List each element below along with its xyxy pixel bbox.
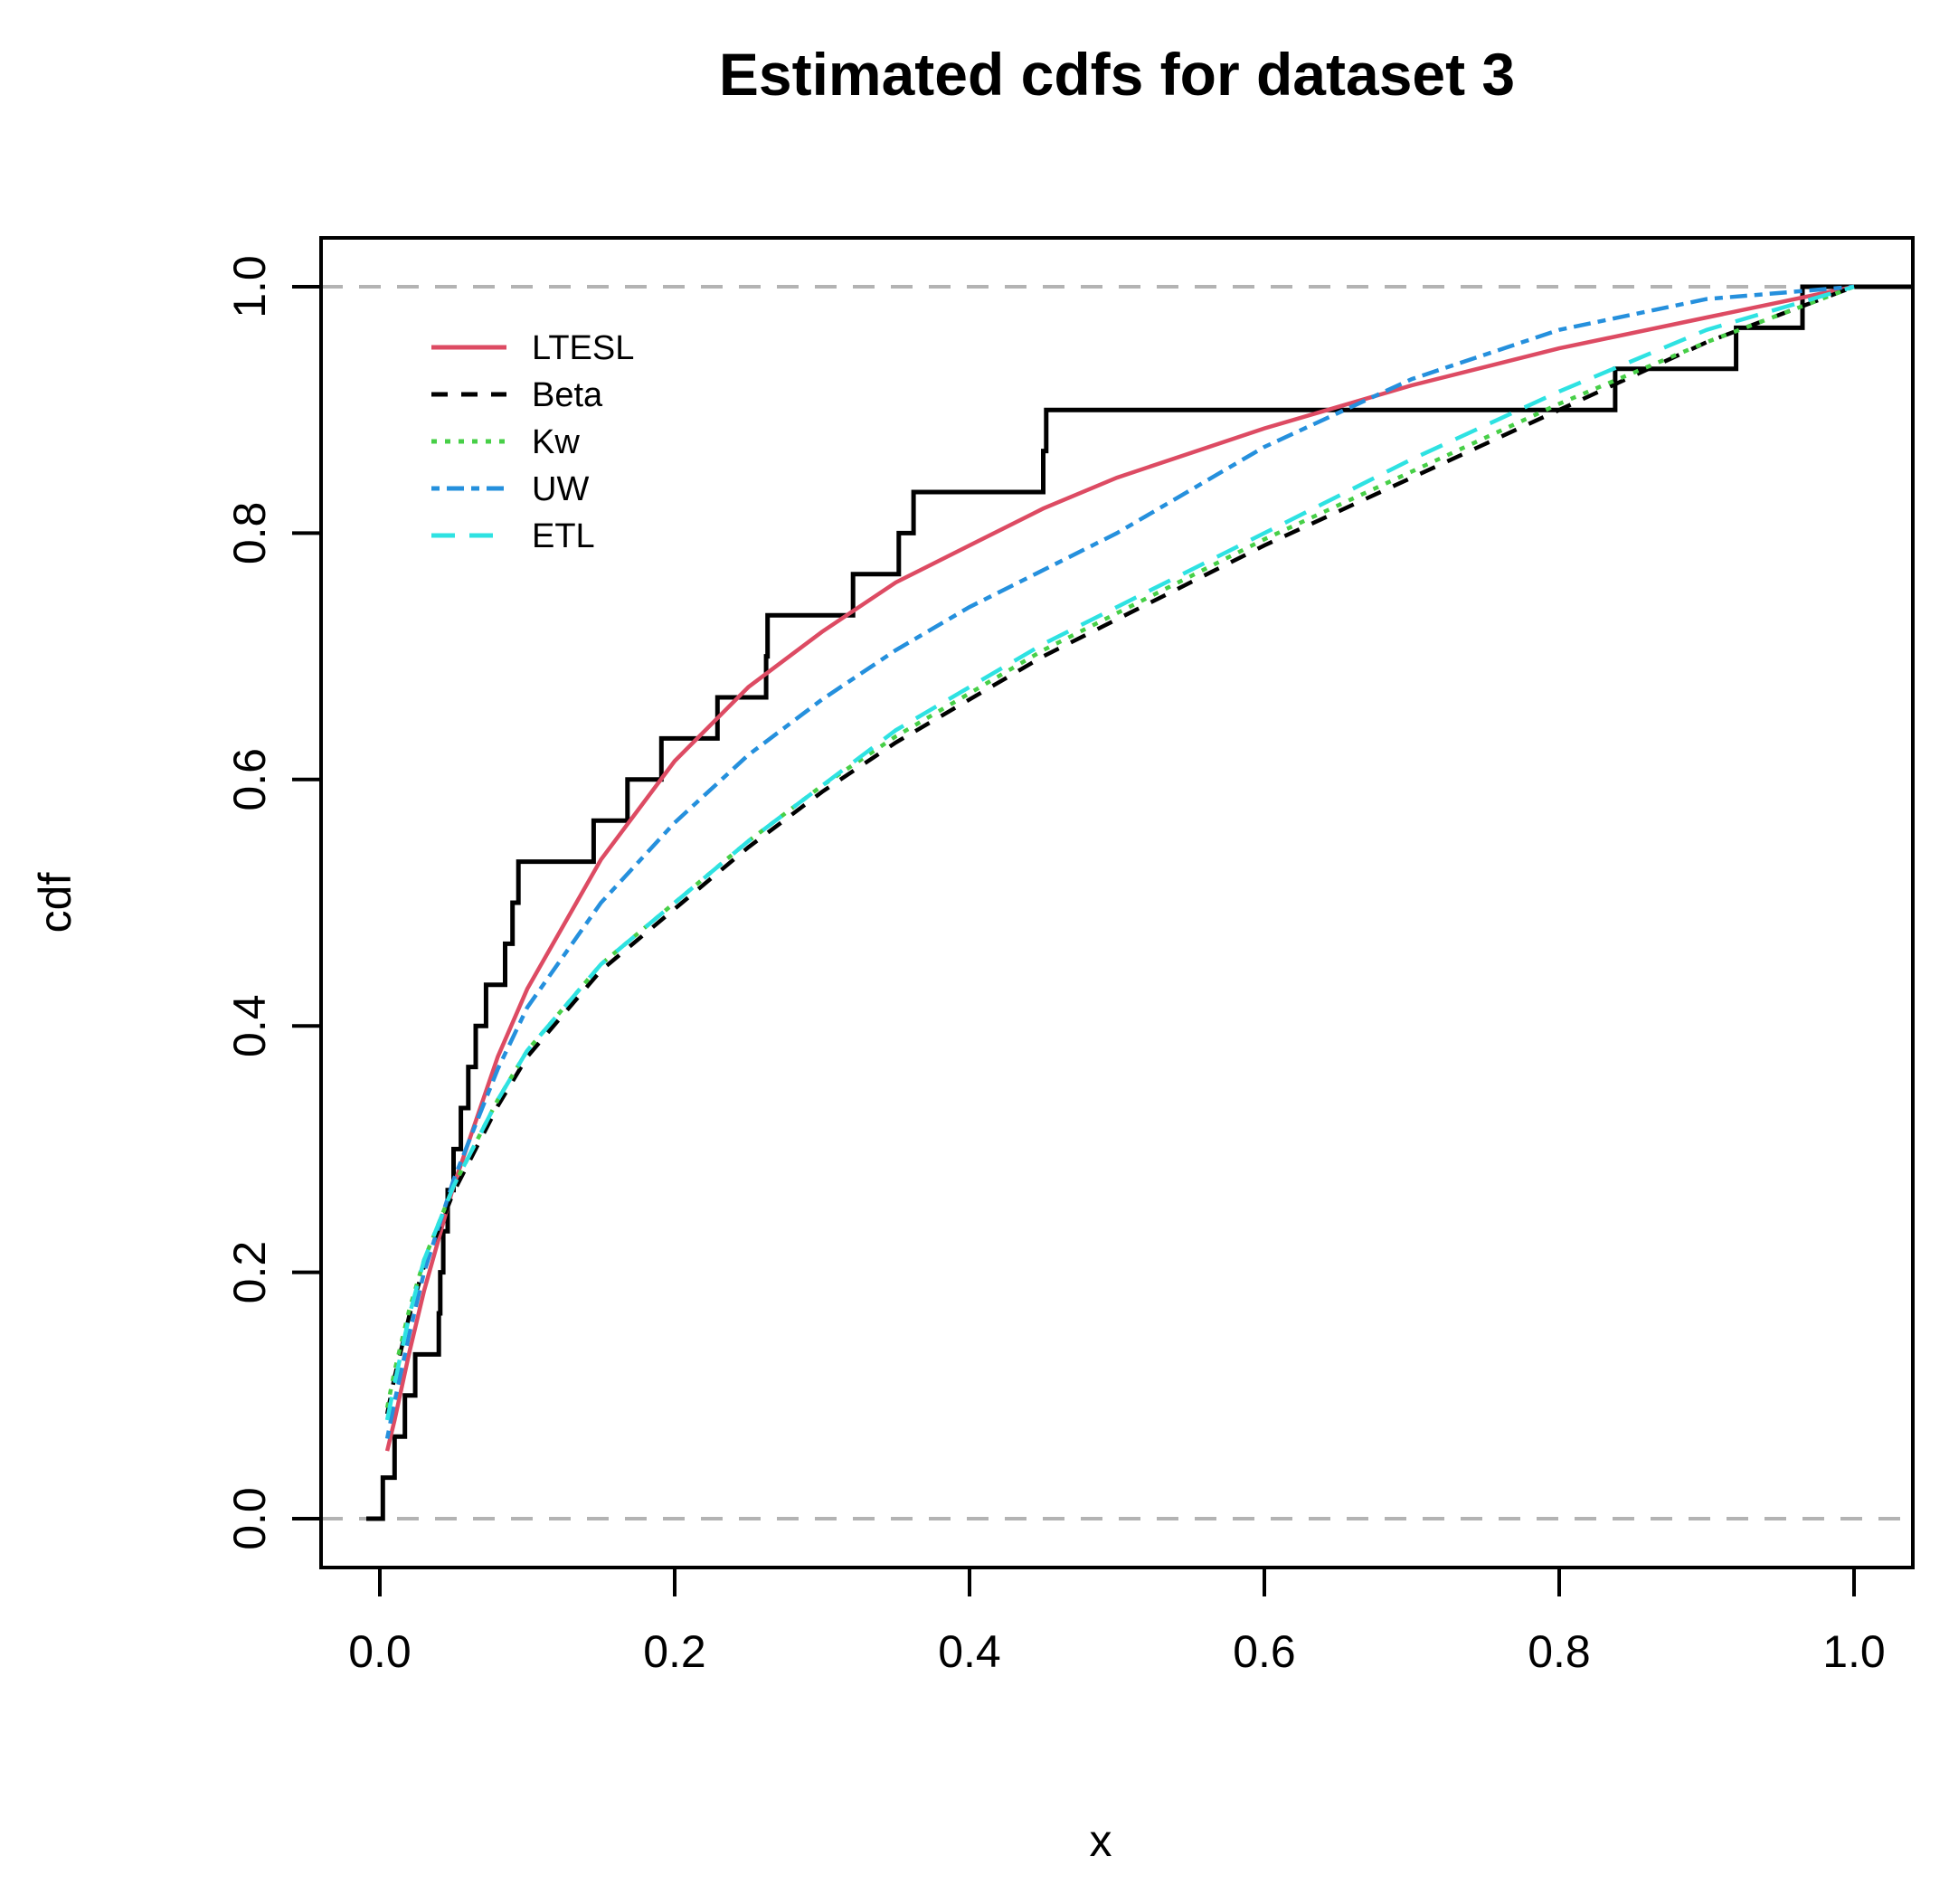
x-tick-label: 0.2	[643, 1626, 706, 1677]
series-LTESL-line	[384, 284, 1855, 1452]
plot-box	[319, 236, 1915, 1569]
legend-label-UW: UW	[532, 470, 589, 508]
series-UW-line	[384, 284, 1855, 1439]
legend-label-ETL: ETL	[532, 517, 595, 555]
plot-content: 0.0 0.2 0.4 0.6 0.8 1.0 0.0 0.2 0.4 0.6 0.8 1.0 LTES…	[224, 236, 1915, 1677]
legend-label-Beta: Beta	[532, 376, 603, 414]
legend-label-LTESL: LTESL	[532, 329, 634, 367]
y-tick-label: 0.6	[224, 748, 275, 811]
series-Kw-line	[384, 284, 1855, 1408]
y-tick-label: 1.0	[224, 255, 275, 318]
x-axis-label: x	[1090, 1815, 1112, 1866]
y-tick-label: 0.4	[224, 994, 275, 1057]
ecdf-step-line	[366, 284, 1913, 1521]
plot-title: Estimated cdfs for dataset 3	[719, 41, 1515, 108]
x-tick-label: 0.4	[938, 1626, 1001, 1677]
x-tick-label: 0.0	[348, 1626, 412, 1677]
x-tick-label: 1.0	[1822, 1626, 1886, 1677]
x-tick-label: 0.6	[1233, 1626, 1296, 1677]
legend-label-Kw: Kw	[532, 423, 580, 461]
series-ETL-line	[384, 284, 1855, 1421]
x-tick-label: 0.8	[1528, 1626, 1591, 1677]
y-axis-label: cdf	[30, 873, 80, 933]
y-tick-label: 0.2	[224, 1241, 275, 1304]
y-tick-label: 0.0	[224, 1487, 275, 1550]
y-tick-label: 0.8	[224, 502, 275, 565]
